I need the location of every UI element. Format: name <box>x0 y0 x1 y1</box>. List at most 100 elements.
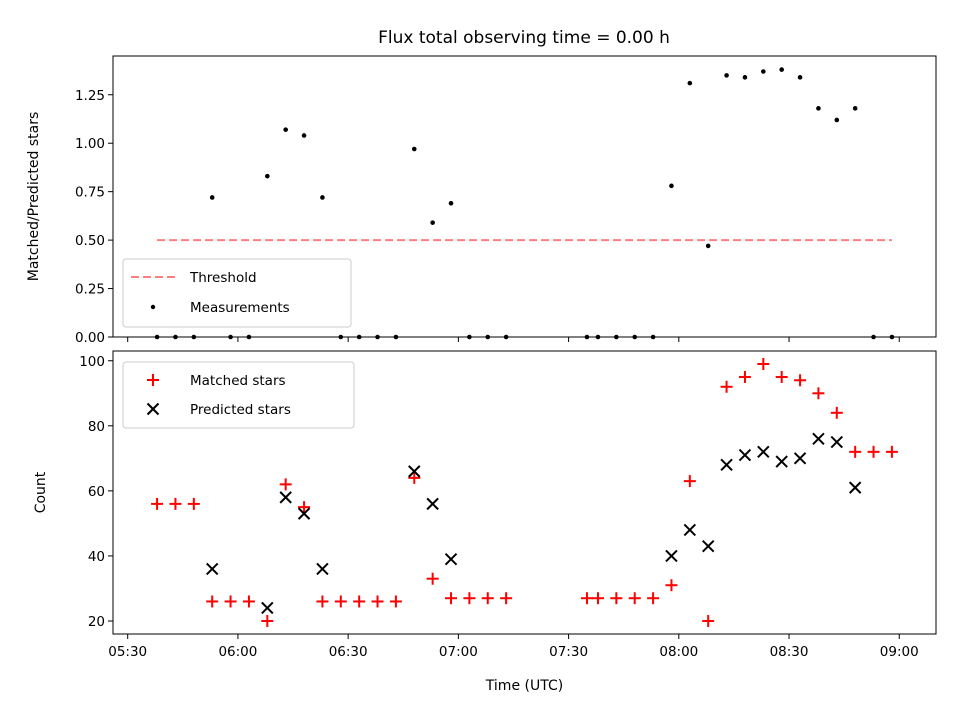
matched-point <box>353 595 366 608</box>
predicted-point <box>205 562 219 576</box>
predicted-point-b <box>830 435 844 449</box>
legend-matched-label: Matched stars <box>190 373 286 389</box>
matched-point <box>408 471 421 484</box>
bottom-x-tick-label: 05:30 <box>108 644 147 660</box>
matched-point <box>242 595 255 608</box>
measurement-point <box>209 195 215 200</box>
bottom-y-tick-label: 100 <box>79 354 105 370</box>
measurement-point <box>742 75 748 80</box>
matched-point <box>316 595 329 608</box>
matched-point <box>775 371 788 384</box>
matched-point <box>224 595 237 608</box>
predicted-point-b <box>738 448 752 462</box>
bottom-x-tick-label: 06:00 <box>218 644 257 660</box>
chart-title: Flux total observing time = 0.00 h <box>378 28 670 48</box>
predicted-point-b <box>297 507 311 520</box>
predicted-point <box>683 523 697 537</box>
top-frame <box>112 55 937 338</box>
matched-point <box>445 592 458 605</box>
top-legend: Threshold Measurements <box>122 258 352 328</box>
measurement-point <box>834 117 840 123</box>
measurement-point <box>816 106 821 111</box>
bottom-frame <box>112 350 937 635</box>
predicted-point <box>812 432 825 446</box>
bottom-panel-counts: 20 40 60 80 100 05:30 06:00 06:30 07:00 07:30 08:0… <box>33 350 937 694</box>
bottom-x-tick-label: 08:30 <box>770 644 809 660</box>
top-y-tick-label: 1.00 <box>75 136 105 152</box>
predicted-point-b <box>426 497 439 511</box>
predicted-point <box>830 435 844 449</box>
legend-predicted-swatch <box>146 402 160 416</box>
matched-point <box>867 445 880 458</box>
predicted-point-b <box>279 491 292 504</box>
top-legend-frame <box>122 258 352 328</box>
bottom-y-tick-label: 20 <box>88 614 105 630</box>
matched-point <box>151 497 164 510</box>
matched-point <box>738 371 751 384</box>
predicted-point-b <box>408 465 421 478</box>
matched-point <box>591 592 604 605</box>
predicted-point <box>665 549 678 563</box>
legend-measurements-swatch <box>150 304 156 310</box>
predicted-point <box>261 601 274 615</box>
matched-point <box>500 592 513 605</box>
measurement-point <box>448 200 454 206</box>
bottom-y-tick-label: 80 <box>88 419 105 435</box>
matched-point <box>298 501 311 514</box>
legend-measurements-label: Measurements <box>190 300 290 316</box>
predicted-point-b <box>261 601 274 615</box>
predicted-point <box>757 445 770 459</box>
predicted-point <box>793 452 807 465</box>
bottom-x-tick-label: 06:30 <box>329 644 368 660</box>
legend-x-marker-b <box>146 402 160 416</box>
matched-point <box>647 592 660 605</box>
predicted-point <box>775 455 788 468</box>
matched-point <box>187 497 200 510</box>
bottom-x-tick-label: 07:00 <box>439 644 478 660</box>
measurement-point <box>797 75 803 80</box>
predicted-point <box>720 458 733 472</box>
bottom-y-tick-label: 60 <box>88 484 105 500</box>
measurement-point <box>724 73 729 78</box>
measurement-point <box>430 220 435 225</box>
predicted-point-b <box>701 539 715 553</box>
matched-point <box>702 614 715 627</box>
matched-point <box>683 475 696 488</box>
measurement-point <box>705 243 711 249</box>
measurement-point <box>411 146 417 152</box>
top-panel-measurements: 0.00 0.25 0.50 0.75 1.00 1.25 Threshold Measu… <box>26 55 937 346</box>
top-y-tick-label: 0.00 <box>75 330 105 346</box>
measurement-point <box>852 106 858 111</box>
matched-point <box>206 595 219 608</box>
predicted-point <box>444 552 458 566</box>
predicted-point <box>279 491 292 504</box>
bottom-legend-frame <box>122 361 355 429</box>
matched-point <box>628 592 641 605</box>
measurement-point <box>761 69 766 74</box>
bottom-x-tick-label: 07:30 <box>549 644 588 660</box>
matched-point <box>371 595 384 608</box>
legend-predicted-label: Predicted stars <box>190 402 291 418</box>
matched-point <box>580 592 593 605</box>
matched-point <box>830 406 843 419</box>
top-y-tick-label: 0.50 <box>75 233 105 249</box>
matched-point <box>169 497 182 510</box>
predicted-point-b <box>720 458 733 472</box>
predicted-point-b <box>205 562 219 576</box>
legend-plus-marker <box>147 374 159 386</box>
matched-point <box>720 380 733 393</box>
measurement-point <box>320 195 325 200</box>
matched-point <box>481 592 494 605</box>
predicted-point <box>316 562 329 576</box>
top-y-axis-label: Matched/Predicted stars <box>26 112 42 282</box>
top-y-tick-label: 0.25 <box>75 282 105 298</box>
bottom-y-tick-label: 40 <box>88 549 105 565</box>
predicted-point-b <box>812 432 825 446</box>
matched-point <box>463 592 476 605</box>
matched-point <box>885 445 898 458</box>
matched-point <box>757 358 770 371</box>
predicted-point <box>848 481 862 494</box>
legend-matched-swatch <box>147 374 159 386</box>
predicted-point-b <box>775 455 788 468</box>
